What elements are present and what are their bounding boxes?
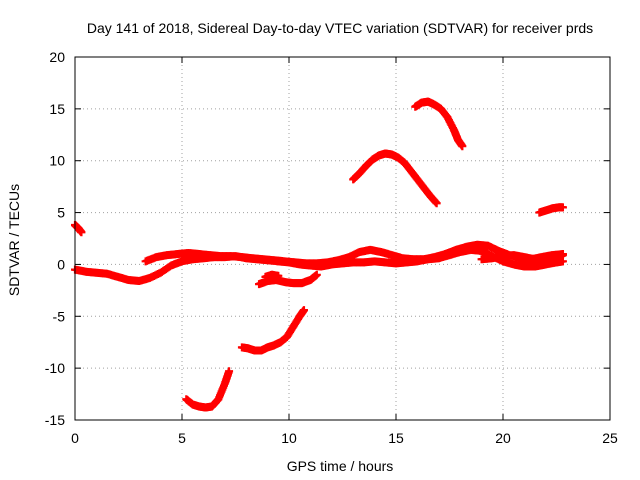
data-point [558, 251, 567, 260]
y-axis-label: SDTVAR / TECUs [6, 184, 22, 296]
y-tick-label: 5 [57, 205, 65, 221]
series-arc-dip [255, 270, 321, 289]
y-tick-label: 10 [49, 153, 65, 169]
x-tick-label: 10 [281, 430, 297, 446]
data-points [71, 97, 567, 412]
x-tick-label: 5 [178, 430, 186, 446]
data-point [299, 306, 308, 315]
series-arc-mid [237, 306, 308, 355]
data-point [77, 228, 86, 237]
data-point [458, 142, 467, 151]
x-tick-label: 0 [71, 430, 79, 446]
y-tick-label: -5 [53, 308, 66, 324]
chart-title: Day 141 of 2018, Sidereal Day-to-day VTE… [87, 20, 593, 36]
y-tick-label: -10 [45, 360, 65, 376]
series-arc-dip-b [261, 270, 283, 281]
y-tick-label: -15 [45, 412, 65, 428]
data-point [312, 270, 321, 279]
y-tick-label: 20 [49, 49, 65, 65]
y-tick-label: 15 [49, 101, 65, 117]
y-tick-label: 0 [57, 256, 65, 272]
tick-labels: 0 5 10 15 20 25 -15 -10 -5 0 5 10 15 20 [45, 49, 618, 446]
series-arc-top [411, 97, 467, 151]
series-baseline-c [477, 251, 567, 265]
data-point [225, 367, 234, 376]
x-axis-label: GPS time / hours [287, 458, 394, 474]
plot-frame [74, 56, 611, 421]
x-tick-label: 20 [495, 430, 511, 446]
data-point [432, 199, 441, 208]
x-tick-label: 25 [602, 430, 618, 446]
x-tick-label: 15 [388, 430, 404, 446]
data-point [558, 203, 567, 212]
series-arc-low [182, 367, 234, 412]
data-point [274, 271, 283, 280]
series-arc-hump [349, 149, 441, 208]
series-arc-end [535, 203, 567, 217]
